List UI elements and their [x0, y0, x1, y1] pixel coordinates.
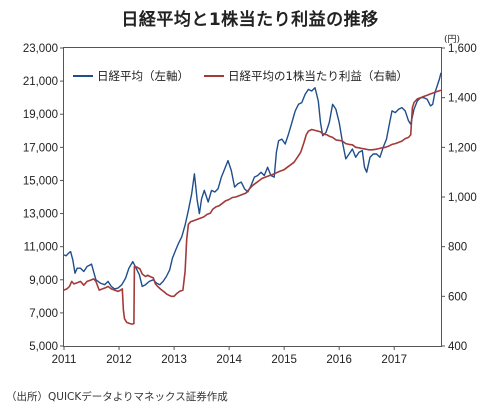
x-tick-label: 2015 [271, 354, 297, 366]
legend: 日経平均（左軸） 日経平均の1株当たり利益（右軸） [73, 69, 408, 83]
left-tick-label: 17,000 [23, 142, 58, 154]
eps-line [63, 89, 442, 325]
nikkei-average-line [63, 72, 442, 290]
right-axis-unit: (円) [444, 34, 460, 45]
chart-title: 日経平均と1株当たり利益の推移 [121, 10, 379, 30]
left-tick-label: 23,000 [23, 43, 58, 55]
right-axis: 400 600 800 1,000 1,200 1,400 1,600 [441, 43, 477, 353]
series-layer [63, 72, 442, 325]
right-tick-label: 1,200 [448, 142, 477, 154]
plot-area-frame [63, 47, 442, 347]
right-tick-label: 800 [448, 242, 467, 254]
right-tick-label: 400 [448, 341, 467, 353]
left-axis: 5,000 7,000 9,000 11,000 13,000 15,000 17,000 1… [23, 43, 64, 353]
legend-label-nikkei: 日経平均（左軸） [97, 69, 189, 83]
x-axis: 2011 2012 2013 2014 2015 2016 2017 [52, 346, 407, 366]
left-tick-label: 15,000 [23, 175, 58, 187]
right-tick-label: 600 [448, 291, 467, 303]
x-tick-label: 2012 [106, 354, 132, 366]
x-tick-label: 2013 [161, 354, 187, 366]
left-tick-label: 19,000 [23, 109, 58, 121]
left-tick-label: 5,000 [29, 341, 58, 353]
left-tick-label: 11,000 [24, 242, 58, 254]
left-tick-label: 7,000 [29, 308, 58, 320]
source-note: （出所）QUICKデータよりマネックス証券作成 [6, 391, 228, 403]
right-tick-label: 1,600 [448, 43, 477, 55]
left-tick-label: 21,000 [23, 76, 58, 88]
right-tick-label: 1,000 [448, 192, 477, 204]
legend-label-eps: 日経平均の1株当たり利益（右軸） [228, 69, 408, 83]
x-tick-label: 2014 [216, 354, 242, 366]
right-tick-label: 1,400 [448, 93, 477, 105]
left-tick-label: 13,000 [23, 209, 58, 221]
x-tick-label: 2016 [326, 354, 352, 366]
left-tick-label: 9,000 [29, 275, 58, 287]
x-tick-label: 2017 [381, 354, 407, 366]
x-tick-label: 2011 [52, 354, 77, 366]
